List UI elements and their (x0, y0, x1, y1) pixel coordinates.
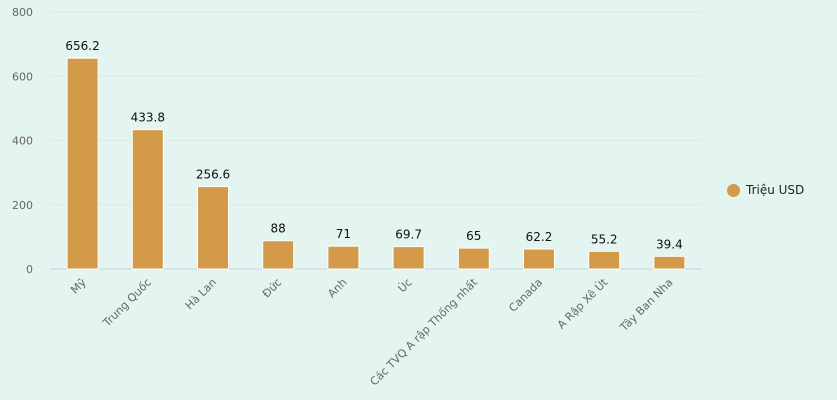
data-label: 62.2 (526, 230, 553, 244)
data-label: 656.2 (65, 39, 99, 53)
x-tick-label: Anh (325, 276, 349, 300)
data-label: 39.4 (656, 237, 683, 251)
x-tick-label: Đức (260, 276, 284, 300)
bar[interactable] (523, 248, 555, 270)
x-tick-label: A Rập Xê Út (555, 275, 611, 331)
x-tick-label: Canada (506, 276, 545, 315)
y-tick-label: 600 (12, 70, 33, 83)
y-tick-label: 400 (12, 135, 33, 148)
y-axis-ticks: 0 200 400 600 800 (12, 6, 33, 276)
y-tick-label: 800 (12, 6, 33, 19)
bar[interactable] (262, 240, 295, 270)
bar[interactable] (457, 247, 490, 270)
bar[interactable] (66, 57, 99, 270)
bar[interactable] (131, 129, 164, 270)
data-label: 256.6 (196, 168, 230, 182)
data-label: 65 (466, 229, 481, 243)
data-labels: 656.2 433.8 256.6 88 71 69.7 65 62.2 55.2 39.4 (65, 39, 682, 251)
y-tick-label: 0 (26, 263, 33, 276)
bar[interactable] (653, 255, 686, 270)
x-tick-label: Tây Ban Nha (617, 276, 676, 335)
data-label: 71 (336, 227, 351, 241)
x-tick-label: Các TVQ A rập Thống nhất (367, 275, 480, 388)
bars (66, 57, 686, 270)
bar[interactable] (392, 246, 425, 270)
data-label: 55.2 (591, 232, 618, 246)
data-label: 88 (271, 222, 286, 236)
legend[interactable]: Triệu USD (727, 183, 804, 197)
bar[interactable] (588, 250, 621, 270)
legend-marker (727, 183, 740, 197)
bar[interactable] (197, 186, 229, 270)
x-tick-label: Hà Lan (183, 276, 219, 312)
legend-label: Triệu USD (746, 183, 805, 197)
x-tick-label: Trung Quốc (100, 276, 154, 330)
data-label: 433.8 (131, 111, 165, 125)
bar[interactable] (327, 245, 360, 270)
x-tick-label: Úc (396, 276, 415, 295)
x-tick-label: Mỹ (68, 276, 89, 297)
data-label: 69.7 (395, 228, 422, 242)
y-tick-label: 200 (12, 199, 33, 212)
